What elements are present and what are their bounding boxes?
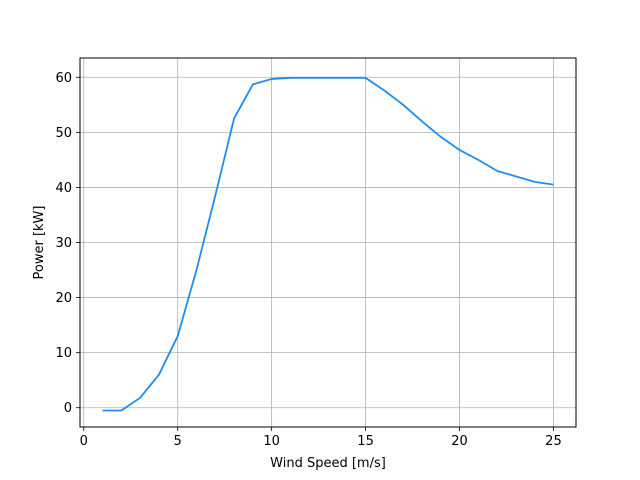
y-axis-ticks: 0 10 20 30 40 50 60 [55,71,80,416]
x-axis-ticks: 0 5 10 15 20 25 [80,427,562,449]
y-tick-label: 20 [55,291,72,306]
x-tick-label: 25 [545,434,562,449]
x-tick-label: 20 [451,434,468,449]
x-tick-label: 15 [357,434,374,449]
y-axis-label: Power [kW] [32,206,47,280]
y-tick-label: 30 [55,236,72,251]
y-tick-label: 60 [55,71,72,86]
grid-lines [80,58,576,427]
x-axis-label: Wind Speed [m/s] [270,456,386,471]
series-layer [102,76,554,412]
y-tick-label: 10 [55,346,72,361]
y-tick-label: 50 [55,126,72,141]
y-tick-label: 0 [64,401,72,416]
x-tick-label: 5 [174,434,182,449]
y-tick-label: 40 [55,181,72,196]
x-tick-label: 10 [263,434,280,449]
power-curve-line [102,76,554,412]
x-tick-label: 0 [80,434,88,449]
